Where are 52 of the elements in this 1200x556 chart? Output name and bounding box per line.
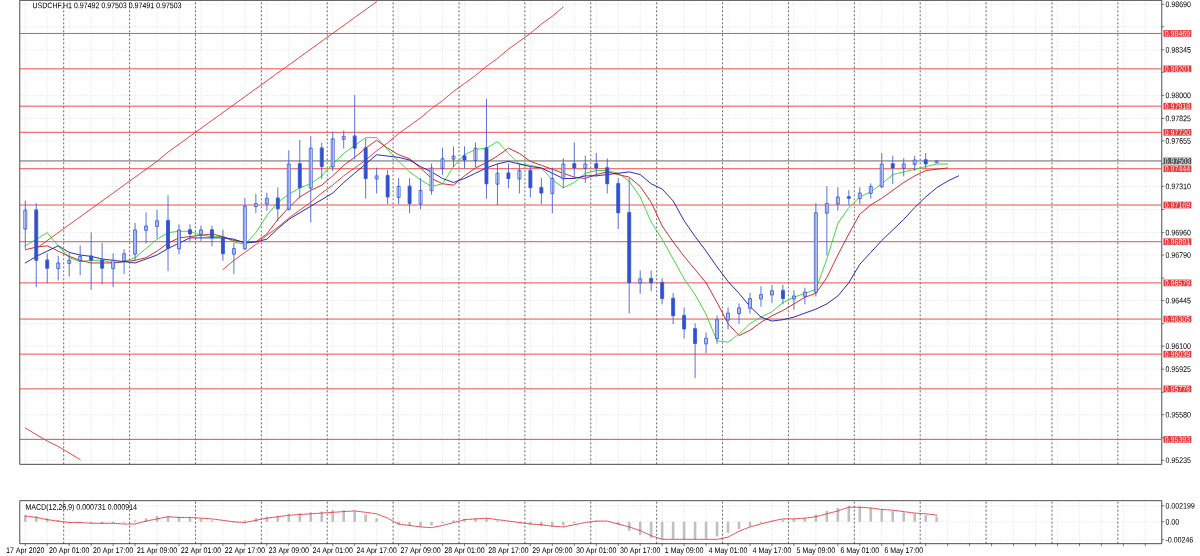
- x-tick-label: 22 Apr 17:00: [225, 547, 265, 555]
- chart-title: USDCHF,H1 0.97492 0.97503 0.97491 0.97503: [33, 2, 182, 10]
- y-tick-label: 0.96100: [1165, 343, 1191, 350]
- ref-line-label: 0.98469: [1164, 30, 1190, 37]
- y-tick-label: 0.98345: [1165, 47, 1191, 53]
- x-tick-label: 20 Apr 17:00: [93, 547, 133, 555]
- x-tick-label: 23 Apr 09:00: [269, 547, 309, 555]
- y-tick-label: 0.95580: [1165, 412, 1191, 418]
- y-tick-label: 0.00: [1165, 519, 1179, 525]
- y-tick-label: 0.97310: [1165, 183, 1191, 190]
- x-tick-label: 1 May 09:00: [665, 547, 704, 555]
- x-tick-label: 20 Apr 01:00: [49, 547, 90, 555]
- x-tick-label: 29 Apr 09:00: [532, 547, 573, 555]
- ref-line-label: 0.97918: [1164, 103, 1190, 110]
- x-tick-label: 24 Apr 01:00: [312, 547, 353, 555]
- ref-line-label: 0.96891: [1164, 239, 1190, 245]
- y-tick-label: 0.96960: [1165, 229, 1191, 236]
- y-tick-label: 0.96790: [1165, 252, 1191, 259]
- x-tick-label: 5 May 09:00: [796, 547, 835, 555]
- ref-line-label: 0.97720: [1164, 129, 1190, 136]
- x-tick-label: 22 Apr 01:00: [181, 547, 221, 555]
- ref-line-label: 0.97169: [1164, 202, 1190, 209]
- x-tick-label: 30 Apr 17:00: [620, 547, 661, 555]
- ref-line-label: 0.96305: [1164, 316, 1190, 323]
- x-tick-label: 4 May 17:00: [752, 547, 792, 555]
- x-tick-label: 6 May 17:00: [884, 547, 923, 555]
- y-tick-label: 0.96445: [1165, 297, 1191, 304]
- y-tick-label: 0.97825: [1165, 115, 1191, 122]
- ref-line-label: 0.97503: [1164, 158, 1190, 164]
- ref-line-label: 0.96039: [1164, 351, 1190, 358]
- ref-line-label: 0.95393: [1164, 436, 1190, 443]
- x-tick-label: 4 May 01:00: [708, 547, 748, 555]
- y-tick-label: -0.00246: [1165, 537, 1193, 543]
- ref-line-label: 0.97444: [1164, 166, 1190, 172]
- ref-line-label: 0.95776: [1164, 386, 1190, 392]
- ref-line-label: 0.96579: [1164, 280, 1190, 286]
- y-tick-label: 0.95235: [1165, 457, 1191, 464]
- chart-title: MACD(12,26,9) 0.000731 0.000914: [26, 504, 137, 512]
- x-tick-label: 24 Apr 17:00: [356, 547, 397, 555]
- y-tick-label: 0.97655: [1165, 138, 1191, 144]
- y-tick-label: 0.98000: [1165, 92, 1191, 99]
- y-tick-label: 0.002199: [1165, 503, 1195, 509]
- y-tick-label: 0.98690: [1165, 1, 1191, 8]
- x-tick-label: 30 Apr 01:00: [576, 547, 617, 555]
- ref-line-label: 0.98201: [1164, 66, 1190, 72]
- x-tick-label: 17 Apr 2020: [6, 547, 45, 555]
- x-tick-label: 27 Apr 09:00: [400, 547, 441, 555]
- x-tick-label: 21 Apr 09:00: [137, 547, 177, 555]
- x-tick-label: 28 Apr 01:00: [444, 547, 485, 555]
- x-tick-label: 6 May 01:00: [840, 547, 879, 555]
- y-tick-label: 0.95925: [1165, 366, 1191, 373]
- x-tick-label: 28 Apr 17:00: [488, 547, 529, 555]
